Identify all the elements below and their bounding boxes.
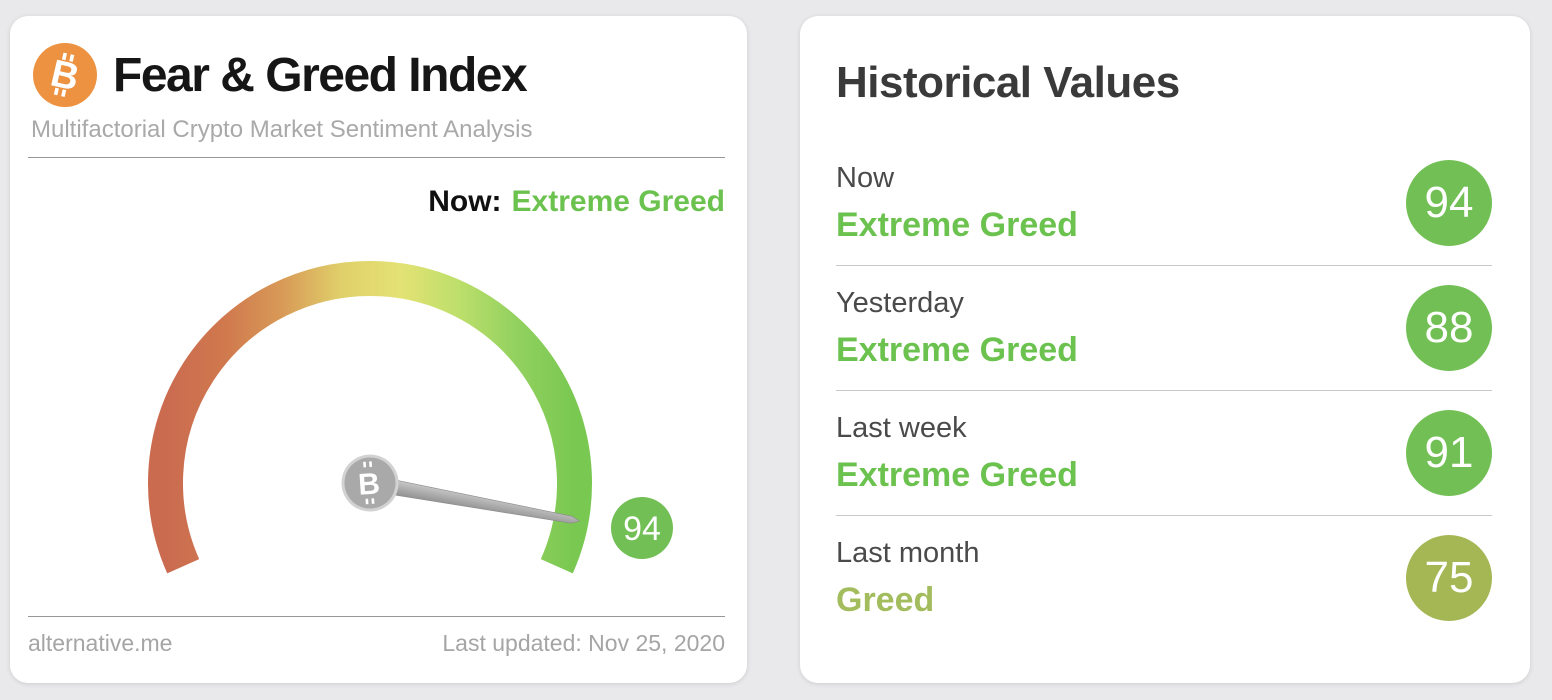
history-score-badge: 94 (1406, 160, 1492, 246)
historical-values-list: Now Extreme Greed 94 Yesterday Extreme G… (836, 141, 1492, 640)
fear-greed-card: B Fear & Greed Index Multifactorial Cryp… (10, 16, 747, 683)
gauge-hub (341, 454, 399, 512)
history-score-badge: 91 (1406, 410, 1492, 496)
history-row-now: Now Extreme Greed 94 (836, 141, 1492, 266)
now-label: Now: (428, 185, 502, 218)
history-row-yesterday: Yesterday Extreme Greed 88 (836, 266, 1492, 391)
history-row-last-month: Last month Greed 75 (836, 516, 1492, 640)
now-value: Extreme Greed (511, 185, 725, 218)
history-score-badge: 88 (1406, 285, 1492, 371)
fear-greed-header: B Fear & Greed Index (28, 43, 725, 107)
gauge-arc (148, 261, 592, 574)
page-subtitle: Multifactorial Crypto Market Sentiment A… (31, 116, 533, 143)
historical-values-card: Historical Values Now Extreme Greed 94 Y… (800, 16, 1530, 683)
gauge-score-value: 94 (623, 510, 661, 548)
history-label: Last month (836, 536, 980, 569)
history-classification: Extreme Greed (836, 455, 1078, 494)
page-title: Fear & Greed Index (113, 48, 528, 102)
bitcoin-icon: B (33, 43, 97, 107)
gauge-score-badge: 94 (611, 497, 673, 559)
header-divider (28, 157, 725, 158)
history-label: Last week (836, 411, 967, 444)
svg-text:B: B (357, 467, 381, 501)
history-label: Yesterday (836, 286, 964, 319)
fear-greed-gauge: B 94 (148, 261, 673, 574)
history-classification: Extreme Greed (836, 330, 1078, 369)
source-link[interactable]: alternative.me (28, 630, 173, 656)
current-sentiment-line: Now: Extreme Greed (28, 185, 725, 219)
historical-values-title: Historical Values (836, 58, 1180, 107)
last-updated-text: Last updated: Nov 25, 2020 (442, 630, 725, 656)
history-score-badge: 75 (1406, 535, 1492, 621)
history-classification: Extreme Greed (836, 205, 1078, 244)
bitcoin-hub-icon: B (357, 461, 381, 505)
history-row-last-week: Last week Extreme Greed 91 (836, 391, 1492, 516)
card-footer: alternative.me Last updated: Nov 25, 202… (28, 616, 725, 657)
history-label: Now (836, 161, 895, 194)
history-classification: Greed (836, 580, 935, 619)
gauge-needle: B (341, 454, 581, 524)
